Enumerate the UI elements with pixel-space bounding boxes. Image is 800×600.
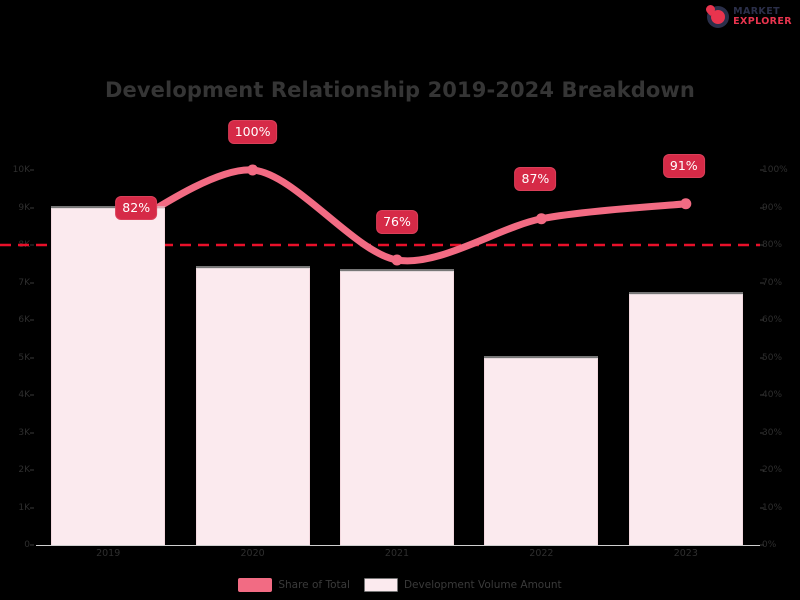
axis-tick-label: 50% — [762, 352, 783, 363]
data-point-2021[interactable] — [391, 254, 403, 266]
axis-tick-mark — [30, 319, 34, 321]
logo-line-1: MARKET — [733, 6, 780, 18]
data-label-2023: 91% — [662, 153, 705, 178]
axis-tick-label: 0 — [24, 540, 30, 550]
axis-tick-label: 7K — [18, 277, 30, 288]
data-label-2022: 87% — [514, 166, 557, 191]
axis-tick-label: 1K — [18, 502, 30, 513]
data-point-2023[interactable] — [680, 198, 692, 210]
axis-tick-mark — [760, 319, 764, 321]
axis-tick-label: 20% — [762, 465, 783, 475]
axis-tick-label: 70% — [762, 277, 783, 288]
axis-tick-label: 5K — [18, 352, 30, 363]
legend-label: Share of Total — [278, 579, 350, 591]
globe-pin-icon — [704, 3, 730, 28]
axis-tick-label: 100% — [762, 165, 788, 175]
axis-baseline — [36, 545, 760, 546]
bar-2023[interactable] — [628, 291, 743, 545]
axis-tick-mark — [30, 207, 34, 208]
axis-tick-label: 9K — [18, 202, 30, 213]
axis-tick-mark — [30, 507, 34, 508]
axis-tick-mark — [760, 244, 764, 246]
axis-tick-mark — [760, 432, 764, 433]
chart-legend: Share of Total Development Volume Amount — [0, 578, 800, 592]
axis-tick-label: 90% — [762, 202, 783, 213]
axis-tick-label: 3K — [18, 427, 30, 438]
bar-2019[interactable] — [51, 205, 166, 545]
axis-tick-mark — [30, 394, 34, 396]
plot-area: 82% 100% 76% 87% 91% — [0, 120, 760, 545]
chart-title: Development Relationship 2019-2024 Break… — [105, 78, 695, 102]
data-label-2020: 100% — [227, 120, 278, 144]
axis-tick-label: 0% — [762, 540, 777, 550]
axis-tick-mark — [30, 169, 34, 171]
left-value-axis: 10K9K8K7K6K5K4K3K2K1K0 — [0, 165, 34, 550]
axis-tick-label: 30% — [762, 427, 783, 438]
axis-tick-label: 10% — [762, 502, 783, 513]
brand-logo: MARKET EXPLORER — [704, 3, 792, 28]
bar-2021[interactable] — [340, 269, 454, 545]
data-point-2020[interactable] — [247, 164, 259, 176]
bar-2022[interactable] — [484, 355, 599, 545]
axis-tick-mark — [760, 469, 764, 471]
axis-tick-label: 60% — [762, 315, 783, 325]
axis-tick-mark — [760, 169, 764, 171]
x-axis-label-2020: 2020 — [240, 548, 265, 559]
bar-2020[interactable] — [195, 265, 310, 545]
axis-tick-label: 4K — [18, 390, 30, 400]
axis-tick-mark — [760, 207, 764, 208]
axis-tick-label: 6K — [18, 315, 30, 325]
axis-tick-label: 2K — [18, 465, 30, 475]
legend-item-0[interactable]: Share of Total — [238, 578, 350, 592]
x-axis-label-2019: 2019 — [96, 548, 121, 559]
axis-tick-mark — [760, 507, 764, 508]
axis-tick-mark — [760, 282, 764, 283]
axis-tick-mark — [30, 244, 34, 246]
axis-tick-mark — [30, 357, 34, 358]
x-axis-label-2021: 2021 — [384, 548, 410, 559]
line-swatch — [238, 578, 273, 592]
axis-tick-label: 10K — [12, 165, 30, 175]
legend-item-1[interactable]: Development Volume Amount — [363, 578, 562, 592]
category-axis: 2019 2020 2021 2022 2023 — [36, 546, 758, 564]
axis-tick-mark — [30, 282, 34, 283]
axis-tick-mark — [30, 469, 34, 471]
axis-tick-mark — [30, 544, 34, 546]
axis-tick-mark — [760, 544, 764, 546]
x-axis-label-2022: 2022 — [529, 548, 554, 559]
x-axis-label-2023: 2023 — [673, 548, 698, 559]
axis-tick-mark — [30, 432, 34, 433]
axis-tick-mark — [760, 357, 764, 358]
axis-tick-label: 80% — [762, 240, 783, 250]
legend-label: Development Volume Amount — [403, 579, 562, 591]
data-label-2021: 76% — [376, 210, 418, 234]
axis-tick-mark — [760, 394, 764, 396]
data-point-2022[interactable] — [535, 213, 547, 225]
bar-swatch — [363, 578, 398, 592]
axis-tick-label: 40% — [762, 390, 783, 400]
right-percent-axis: 100% 90% 80% 70% 60% 50% 40% 30% 20% 10% 0% — [760, 165, 800, 550]
logo-line-2: EXPLORER — [733, 16, 792, 27]
data-label-2019: 82% — [115, 195, 158, 220]
